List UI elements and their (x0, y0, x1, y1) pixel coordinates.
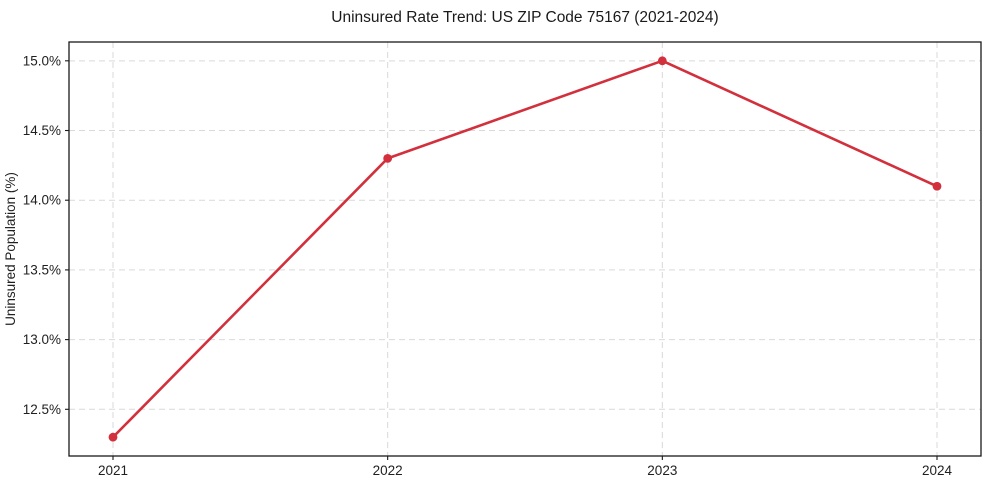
axis-tick-labels: 12.5% 13.0% 13.5% 14.0% 14.5% 15.0% 2021 2022 20… (23, 53, 953, 478)
data-point-2024 (932, 181, 942, 191)
x-tick-label: 2023 (647, 463, 677, 478)
y-tick-label: 15.0% (23, 53, 61, 68)
data-point-2023 (657, 56, 667, 66)
x-tick-label: 2021 (98, 463, 128, 478)
y-tick-label: 12.5% (23, 402, 61, 417)
y-tick-label: 14.0% (23, 193, 61, 208)
data-point-2021 (108, 432, 118, 442)
axes (65, 41, 982, 460)
y-tick-label: 13.0% (23, 332, 61, 347)
plot-border (68, 41, 982, 457)
y-tick-label: 14.5% (23, 123, 61, 138)
chart-title: Uninsured Rate Trend: US ZIP Code 75167 … (331, 9, 718, 26)
grid-lines (69, 42, 981, 456)
data-point-2022 (383, 153, 393, 163)
data-line (111, 59, 939, 439)
y-tick-label: 13.5% (23, 262, 61, 277)
x-tick-label: 2022 (373, 463, 403, 478)
x-tick-label: 2024 (922, 463, 953, 478)
y-axis-label: Uninsured Population (%) (3, 172, 18, 326)
data-series (108, 56, 942, 442)
